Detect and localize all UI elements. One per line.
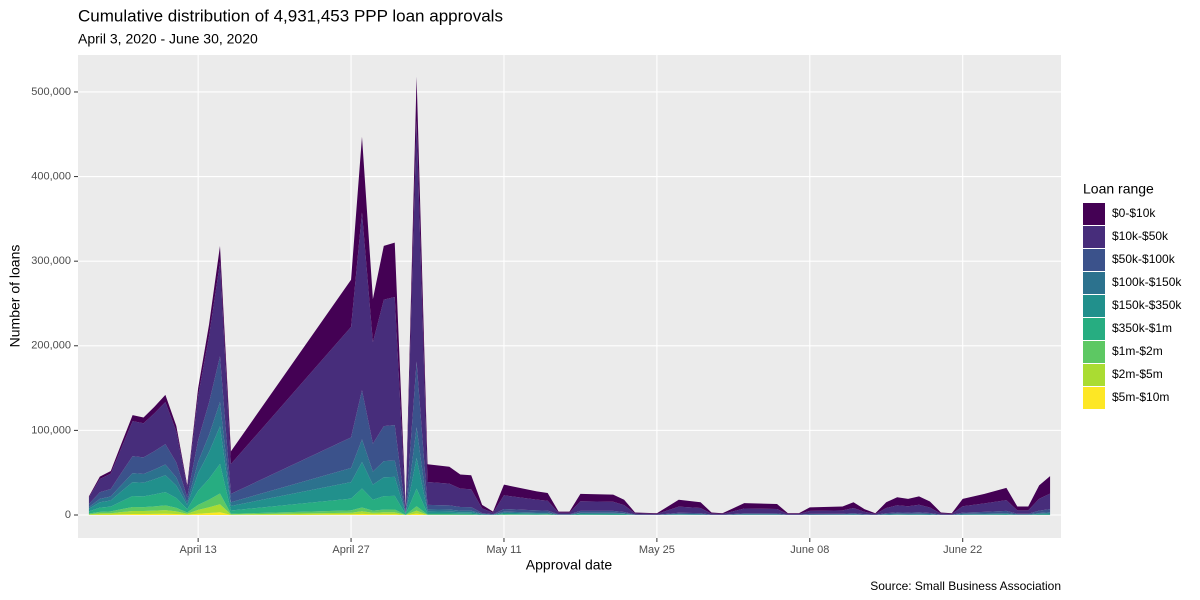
area <box>88 463 1051 515</box>
y-tick-label: 100,000 <box>31 424 71 436</box>
source-note: Source: Small Business Association <box>870 579 1061 593</box>
legend-label: $100k-$150k <box>1112 275 1182 289</box>
legend-swatch <box>1083 226 1105 248</box>
legend-swatch <box>1083 318 1105 340</box>
legend-swatch <box>1083 295 1105 317</box>
x-tick-label: April 13 <box>179 544 216 556</box>
x-tick-label: June 22 <box>943 544 982 556</box>
x-tick-label: April 27 <box>332 544 369 556</box>
area <box>88 120 1051 515</box>
legend-swatch <box>1083 341 1105 363</box>
y-tick-label: 0 <box>65 509 71 521</box>
legend-swatch <box>1083 203 1105 225</box>
y-tick-label: 200,000 <box>31 340 71 352</box>
legend-label: $1m-$2m <box>1112 344 1163 358</box>
area <box>88 512 1051 515</box>
area <box>88 493 1051 515</box>
legend-label: $10k-$50k <box>1112 229 1169 243</box>
area <box>88 426 1051 515</box>
legend-label: $350k-$1m <box>1112 321 1172 335</box>
y-tick-label: 300,000 <box>31 255 71 267</box>
chart-subtitle: April 3, 2020 - June 30, 2020 <box>78 31 258 47</box>
legend-label: $50k-$100k <box>1112 252 1176 266</box>
legend-label: $150k-$350k <box>1112 298 1182 312</box>
chart-title: Cumulative distribution of 4,931,453 PPP… <box>78 6 503 25</box>
x-tick-label: June 08 <box>790 544 829 556</box>
x-tick-label: May 25 <box>639 544 675 556</box>
legend-swatch <box>1083 387 1105 409</box>
legend-swatch <box>1083 272 1105 294</box>
legend-swatch <box>1083 364 1105 386</box>
legend-label: $0-$10k <box>1112 206 1156 220</box>
y-tick-label: 500,000 <box>31 86 71 98</box>
legend-label: $2m-$5m <box>1112 367 1163 381</box>
area <box>88 504 1051 515</box>
legend-title: Loan range <box>1083 181 1154 197</box>
y-axis-label: Number of loans <box>7 245 23 348</box>
x-tick-label: May 11 <box>486 544 521 556</box>
legend-label: $5m-$10m <box>1112 390 1169 404</box>
y-tick-label: 400,000 <box>31 170 71 182</box>
legend-swatch <box>1083 249 1105 271</box>
x-axis-label: Approval date <box>526 557 613 573</box>
